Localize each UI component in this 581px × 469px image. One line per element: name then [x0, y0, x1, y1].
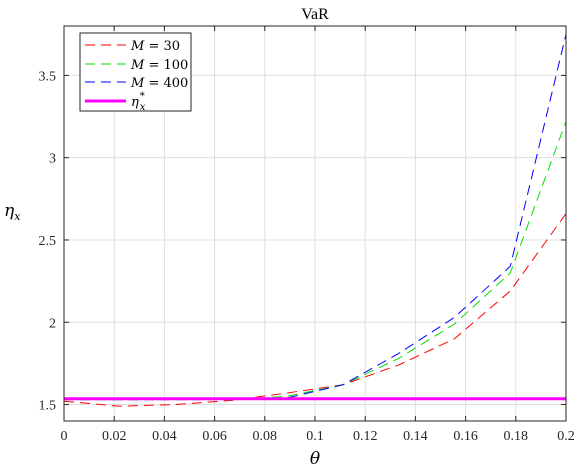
- y-axis-label-base: η: [4, 201, 15, 221]
- x-tick-label: 0.2: [557, 429, 575, 444]
- x-axis-label: θ: [310, 449, 320, 469]
- y-tick-label: 2.5: [39, 234, 57, 249]
- x-tick-label: 0.18: [504, 429, 529, 444]
- y-tick-label: 1.5: [39, 399, 57, 414]
- x-tick-label: 0.06: [202, 429, 227, 444]
- legend-label-rest: = 400: [144, 76, 188, 91]
- chart-title: VaR: [301, 6, 329, 23]
- x-tick-label: 0.08: [253, 429, 278, 444]
- legend-label-sup: *: [140, 91, 145, 102]
- legend-label-rest: = 30: [144, 39, 180, 54]
- x-tick-label: 0.12: [353, 429, 378, 444]
- x-tick-label: 0: [61, 429, 68, 444]
- plot-lines: [63, 34, 567, 407]
- x-tick-label: 0.02: [102, 429, 127, 444]
- legend-label-var: M: [130, 58, 145, 73]
- legend-label-var: η: [131, 95, 139, 110]
- y-axis-label-sub: x: [14, 210, 21, 223]
- legend-label-1: M = 100: [130, 58, 188, 73]
- legend-label-var: M: [130, 76, 145, 91]
- y-tick-label: 3: [49, 152, 56, 167]
- x-tick-label: 0.16: [453, 429, 478, 444]
- ticks: 0 0.02 0.04 0.06 0.08 0.1 0.12 0.14 0.16 0.18 0.2 1…: [39, 26, 575, 444]
- series-line-0: [63, 213, 567, 407]
- legend-label-3: η* x: [131, 91, 146, 113]
- x-tick-label: 0.04: [152, 429, 177, 444]
- legend-label-var: M: [130, 39, 145, 54]
- legend-label-2: M = 400: [130, 76, 188, 91]
- legend-label-sub: x: [140, 102, 146, 113]
- y-axis-label: ηx: [4, 201, 21, 223]
- x-tick-label: 0.14: [403, 429, 428, 444]
- x-tick-label: 0.1: [306, 429, 324, 444]
- legend-label-0: M = 30: [130, 39, 180, 54]
- legend-box: [79, 32, 192, 112]
- y-tick-label: 2: [49, 316, 56, 331]
- legend-label-rest: = 100: [144, 58, 188, 73]
- y-tick-label: 3.5: [39, 69, 57, 84]
